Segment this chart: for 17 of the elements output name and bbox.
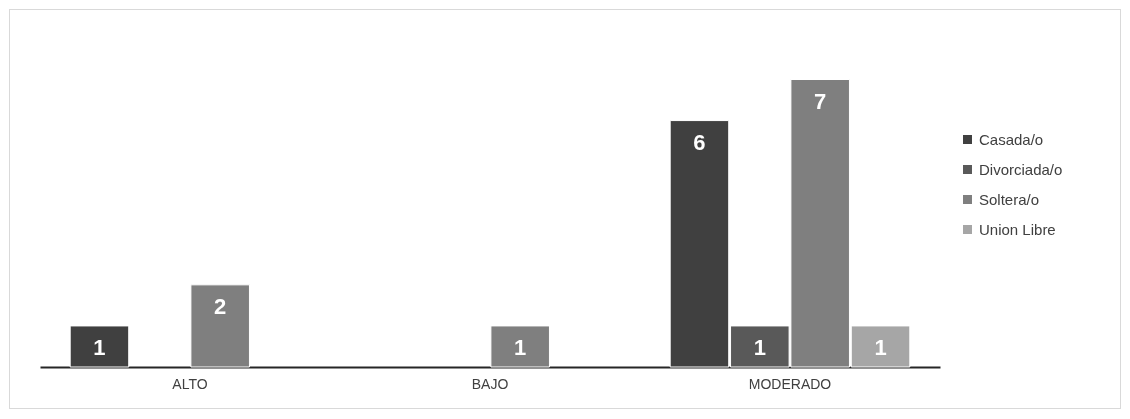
- data-label: 2: [214, 293, 227, 319]
- data-label: 7: [814, 88, 827, 114]
- bar: [490, 325, 550, 368]
- data-label: 1: [874, 334, 887, 360]
- legend-label: Soltera/o: [979, 190, 1040, 208]
- bar: [190, 284, 250, 368]
- x-tick-label: BAJO: [471, 375, 509, 392]
- legend-label: Divorciada/o: [979, 160, 1063, 178]
- legend-label: Union Libre: [979, 220, 1056, 238]
- data-label: 1: [93, 334, 106, 360]
- data-label: 1: [753, 334, 766, 360]
- data-label: 6: [693, 129, 706, 155]
- legend-label: Casada/o: [979, 130, 1044, 148]
- x-tick-label: ALTO: [172, 375, 208, 392]
- data-label: 1: [514, 334, 527, 360]
- x-tick-label: MODERADO: [748, 375, 832, 392]
- bar: [69, 325, 130, 368]
